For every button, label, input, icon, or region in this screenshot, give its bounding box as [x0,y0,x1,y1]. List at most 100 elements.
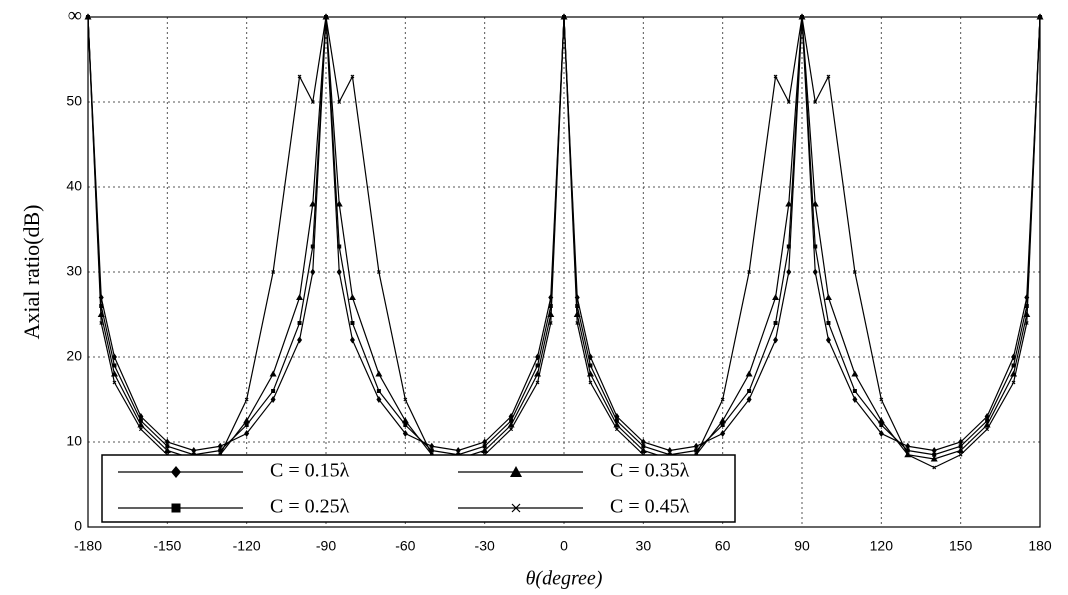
x-tick-label: -90 [316,538,336,554]
marker [509,427,514,432]
marker [337,100,342,104]
marker [455,447,461,454]
marker [693,442,699,450]
marker [930,455,938,462]
marker [349,336,355,344]
marker [171,466,181,478]
marker [244,423,249,427]
marker [481,447,489,453]
series [85,13,1043,454]
x-tick-label: -30 [475,538,495,554]
marker [786,268,792,276]
marker [297,336,303,344]
marker [376,389,381,393]
marker [931,447,937,454]
x-tick-label: 90 [794,538,810,554]
marker [720,423,725,427]
x-tick-label: 180 [1028,538,1052,554]
marker [786,244,791,249]
marker [138,418,143,423]
marker [112,380,117,385]
marker [745,370,753,377]
marker [138,427,143,432]
x-tick-label: -180 [74,538,102,554]
marker [852,389,857,393]
y-tick-label: 30 [66,263,82,279]
marker [614,418,619,423]
marker [482,444,487,449]
legend: C = 0.15λ C = 0.25λ C = 0.35λ C = 0.45λ [101,454,736,523]
marker [812,268,818,276]
marker [667,447,673,454]
marker [165,444,170,449]
marker [403,423,408,427]
marker [773,321,778,325]
marker [548,321,553,325]
marker [1011,363,1016,368]
marker [640,438,646,446]
x-tick-label: 0 [560,538,568,554]
marker [852,270,857,274]
marker [614,427,619,432]
marker [429,442,435,450]
marker [813,100,818,104]
marker [588,363,593,368]
marker [244,397,249,402]
marker [773,336,779,344]
x-tick-label: 120 [870,538,894,554]
marker [324,15,328,19]
marker [171,503,181,513]
marker [296,294,304,300]
marker [813,244,818,249]
marker [402,430,408,437]
marker [575,321,580,325]
x-tick-label: -60 [395,538,415,554]
marker [297,321,302,325]
marker [375,370,383,377]
y-axis-label: Axial ratio(dB) [19,204,44,339]
marker [429,448,434,453]
marker [86,15,90,19]
marker [269,370,277,377]
marker [376,270,381,274]
marker [958,444,963,449]
marker [1011,380,1016,385]
y-tick-label: ∞ [68,5,82,27]
y-tick-label: 40 [66,178,82,194]
marker [310,244,315,249]
marker [244,430,250,437]
marker [824,294,832,300]
marker [1038,15,1042,19]
marker [905,442,911,450]
marker [958,452,963,457]
marker [510,466,522,477]
marker [826,321,831,325]
x-tick-label: 150 [949,538,973,554]
marker [852,396,858,403]
marker [588,380,593,385]
marker [785,200,793,207]
marker [217,442,223,450]
y-tick-label: 50 [66,93,82,109]
marker [800,15,804,19]
marker [335,200,343,207]
legend-label: C = 0.25λ [270,496,350,518]
marker [297,74,302,79]
marker [163,447,171,453]
x-tick-label: -150 [153,538,181,554]
y-tick-label: 0 [74,518,82,534]
x-tick-label: 30 [636,538,652,554]
marker [877,417,885,424]
series [86,15,1042,457]
marker [336,268,342,276]
marker [851,370,859,377]
y-tick-label: 20 [66,348,82,364]
marker [270,396,276,403]
marker [905,448,910,453]
marker [348,294,356,300]
marker [747,270,752,274]
marker [720,397,725,402]
y-tick-label: 10 [66,433,82,449]
marker [985,418,990,423]
